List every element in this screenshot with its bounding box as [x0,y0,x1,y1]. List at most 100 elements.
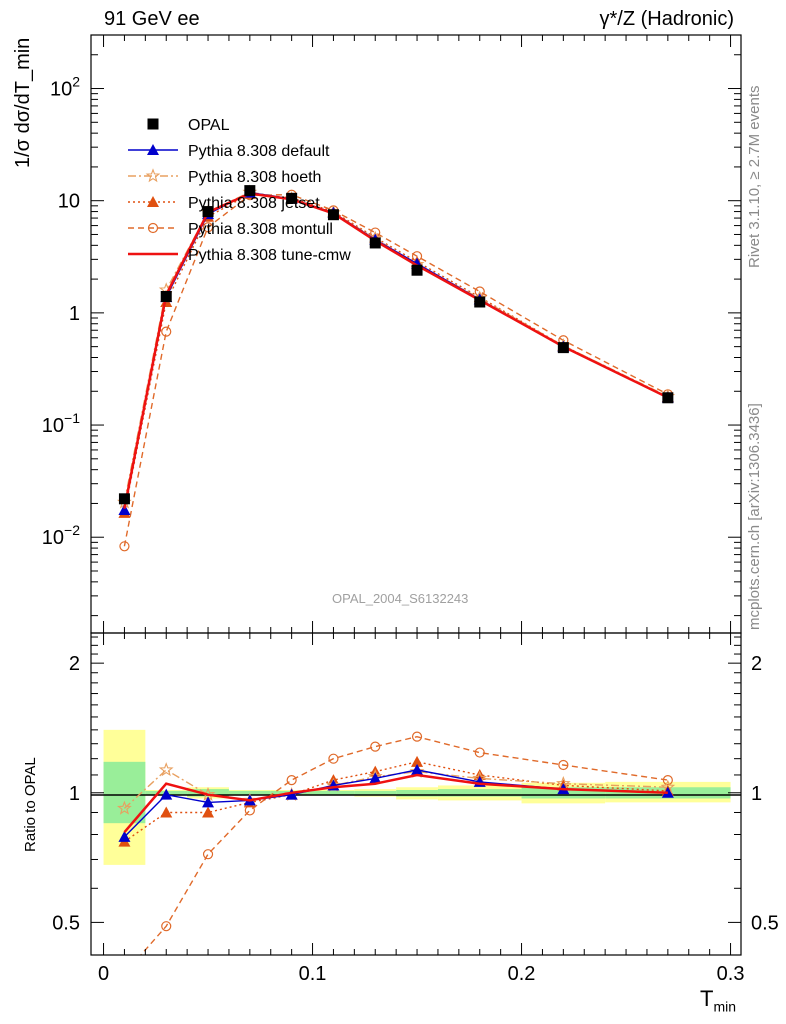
x-axis-label: Tmin [700,986,736,1014]
series-line-montull [139,735,668,955]
point-default [202,796,215,808]
main-y-tick-exponent: −1 [64,410,80,426]
ratio-y-tick-label-right: 0.5 [751,912,779,934]
series-line-jetset [123,193,669,513]
point-montull [474,747,485,758]
ratio-band-inner [396,789,438,797]
point-data [286,192,298,204]
point-data [662,392,674,404]
point-jetset [160,806,173,818]
ratio-y-axis-label: Ratio to OPAL [22,757,39,852]
point-jetset [473,768,486,780]
series-line-tune_cmw [123,773,668,834]
series-line-tune_cmw [123,192,669,509]
point-default [661,786,674,798]
ratio-band-inner [437,789,522,797]
legend-label-jetset: Pythia 8.308 jetset [188,195,320,212]
main-y-tick-label: 1 [69,303,80,325]
rivet-version-label: Rivet 3.1.10, ≥ 2.7M events [746,85,763,269]
point-data [474,296,486,308]
main-y-tick-base: 10 [42,527,64,549]
ratio-band-inner [354,790,397,795]
ratio-band-inner [312,790,355,795]
ratio-y-tick-label-left: 2 [69,653,80,675]
point-default [411,763,424,775]
legend-marker-jetset [147,196,159,207]
main-series-group [117,184,676,552]
point-montull [328,753,339,764]
point-data [118,493,130,505]
analysis-tag: OPAL_2004_S6132243 [332,591,469,606]
main-y-tick-label: 10−1 [42,410,80,437]
point-data [557,342,569,354]
point-montull [662,775,673,786]
header-left-label: 91 GeV ee [104,8,200,30]
x-axis-label-sub: min [713,998,737,1015]
point-montull [202,849,214,860]
point-default [160,788,173,800]
legend-marker-default [147,144,159,155]
ratio-panel-frame [90,632,742,956]
ratio-band-inner [103,761,146,824]
ratio-y-tick-label-right: 1 [751,783,762,805]
x-tick-label: 0.3 [717,963,745,985]
point-default [118,503,131,515]
point-data [244,185,256,197]
x-tick-label: 0 [98,963,109,985]
main-y-tick-base: 10 [50,79,72,101]
point-default [285,788,298,800]
legend-label-data: OPAL [188,117,230,134]
series-line-jetset [123,761,668,843]
legend-label-montull: Pythia 8.308 montull [188,221,333,238]
ratio-band-inner [187,789,229,797]
legend-label-tune_cmw: Pythia 8.308 tune-cmw [188,247,351,264]
ratio-y-tick-label-left: 0.5 [52,912,80,934]
header-right-label: γ*/Z (Hadronic) [599,8,734,30]
main-y-tick-base: 1 [69,303,80,325]
main-y-tick-exponent: 2 [72,74,80,90]
series-line-default [123,191,669,511]
point-data [160,290,172,302]
point-jetset [411,755,424,767]
main-y-tick-exponent: −2 [64,522,80,538]
ratio-y-tick-label-right: 2 [751,653,762,675]
ratio-band-inner [228,790,271,795]
point-montull [411,731,423,742]
main-y-axis-label: 1/σ dσ/dT_min [12,38,35,168]
legend: OPAL Pythia 8.308 default Pythia 8.308 hoe… [128,117,351,264]
main-y-tick-label: 10 [58,191,80,213]
point-montull [119,541,130,552]
legend-label-hoeth: Pythia 8.308 hoeth [188,169,321,186]
legend-marker-montull [147,222,159,234]
legend-label-default: Pythia 8.308 default [188,143,330,160]
x-tick-label: 0.2 [508,963,536,985]
point-default [369,772,382,784]
point-data [202,206,214,218]
point-hoeth [116,800,132,815]
point-data [369,237,381,249]
mcplots-source-label: mcplots.cern.ch [arXiv:1306.3436] [746,403,763,630]
point-hoeth [158,762,174,777]
point-montull [161,326,172,337]
legend-marker-hoeth [145,168,161,183]
series-line-hoeth [123,191,669,503]
ratio-uncertainty-bands [103,729,731,865]
main-y-tick-label: 102 [50,74,80,101]
point-jetset [202,806,215,818]
x-tick-label: 0.1 [299,963,327,985]
main-y-tick-label: 10−2 [42,522,80,549]
point-default [118,830,131,842]
main-y-tick-base: 10 [58,191,80,213]
ratio-y-tick-label-left: 1 [69,783,80,805]
ratio-series-group [116,731,676,955]
point-montull [370,741,381,752]
point-data [411,264,423,276]
x-axis-label-main: T [700,986,714,1011]
point-montull [286,775,297,786]
legend-marker-data [147,118,159,130]
point-montull [161,921,172,932]
main-y-tick-base: 10 [42,415,64,437]
point-data [327,209,339,221]
